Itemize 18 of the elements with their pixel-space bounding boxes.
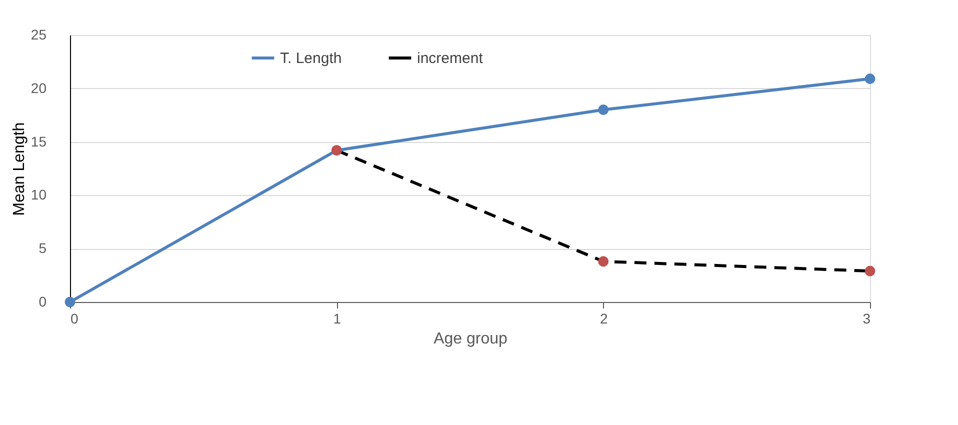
legend-label: increment bbox=[417, 50, 484, 67]
y-tick-label: 5 bbox=[38, 240, 47, 256]
x-tick-label: 0 bbox=[70, 310, 78, 326]
x-tick-label: 2 bbox=[600, 310, 608, 326]
y-tick-label: 15 bbox=[30, 133, 47, 150]
x-tick-label: 1 bbox=[333, 310, 342, 326]
point bbox=[864, 266, 876, 276]
legend-label: T. Length bbox=[280, 50, 342, 67]
y-tick-label: 20 bbox=[30, 80, 47, 96]
y-axis-title: Mean Length bbox=[10, 122, 28, 216]
y-tick-label: 25 bbox=[30, 26, 47, 42]
x-axis-title: Age group bbox=[434, 330, 508, 348]
point bbox=[598, 256, 609, 267]
x-tick-label: 3 bbox=[862, 310, 871, 326]
point bbox=[598, 104, 609, 115]
y-tick-label: 10 bbox=[30, 186, 47, 203]
y-tick-label: 0 bbox=[38, 294, 47, 310]
point bbox=[864, 74, 876, 84]
